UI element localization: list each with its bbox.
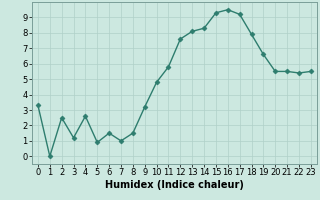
X-axis label: Humidex (Indice chaleur): Humidex (Indice chaleur) bbox=[105, 180, 244, 190]
